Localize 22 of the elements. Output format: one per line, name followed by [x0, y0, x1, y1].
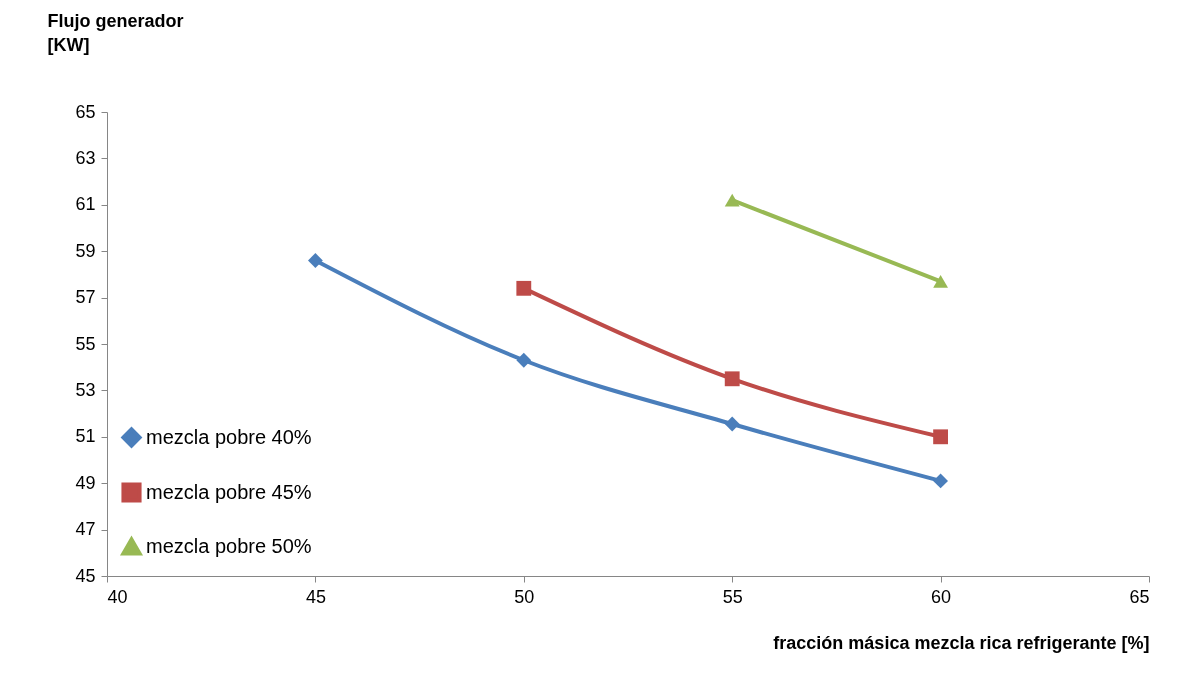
y-tick-label: 51 [75, 426, 96, 447]
x-axis-title: fracción másica mezcla rica refrigerante [%] [773, 632, 1150, 653]
y-tick-label: 63 [75, 147, 96, 168]
y-tick-label: 59 [75, 240, 96, 261]
y-tick-label: 57 [75, 287, 96, 308]
y-tick-label: 49 [75, 472, 96, 493]
x-tick-label: 60 [931, 586, 952, 607]
y-tick-label: 53 [75, 379, 96, 400]
y-tick-label: 61 [75, 194, 96, 215]
y-axis-title: Flujo generador [KW] [47, 10, 184, 55]
y-tick-label: 55 [75, 333, 96, 354]
y-tick-label: 45 [75, 565, 96, 586]
legend-label: mezcla pobre 45% [146, 480, 312, 503]
legend-label: mezcla pobre 40% [146, 425, 312, 448]
y-tick-label: 47 [75, 519, 96, 540]
legend-label: mezcla pobre 50% [146, 534, 312, 557]
x-tick-label: 45 [305, 586, 326, 607]
y-tick-label: 65 [75, 101, 96, 122]
x-tick-label: 55 [722, 586, 743, 607]
x-tick-label: 40 [107, 586, 128, 607]
x-tick-label: 65 [1129, 586, 1150, 607]
x-tick-label: 50 [514, 586, 535, 607]
